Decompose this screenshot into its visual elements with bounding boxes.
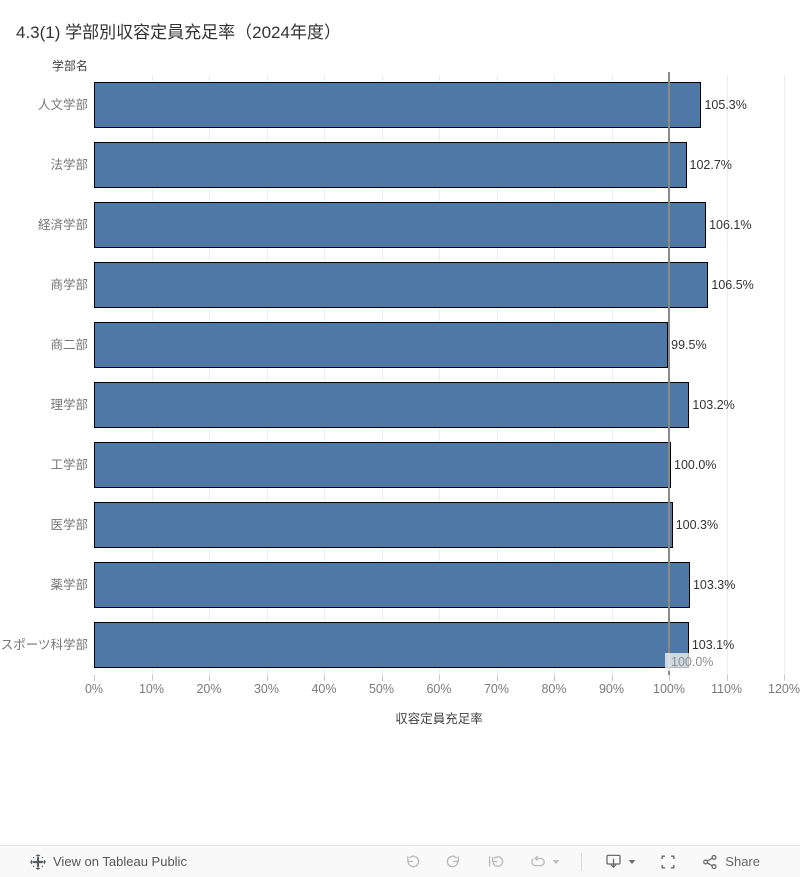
fullscreen-icon (659, 853, 677, 871)
axis-tick (611, 675, 613, 681)
axis-tick-label: 30% (253, 682, 280, 696)
gridline (611, 75, 613, 675)
redo-icon (445, 853, 463, 871)
axis-tick-label: 10% (138, 682, 165, 696)
category-label[interactable]: 商二部 (50, 338, 88, 352)
fullscreen-button[interactable] (657, 851, 679, 873)
category-label[interactable]: 医学部 (50, 518, 88, 532)
gridline (209, 75, 210, 675)
bar[interactable] (94, 142, 687, 188)
share-button[interactable]: Share (699, 851, 762, 873)
toolbar-separator (581, 852, 583, 871)
value-label: 106.5% (711, 278, 754, 292)
gridline (324, 75, 325, 675)
revert-button[interactable] (485, 851, 507, 873)
reference-line (668, 72, 670, 675)
refresh-icon (529, 853, 547, 871)
undo-icon (403, 853, 421, 871)
chart-title: 4.3(1) 学部別収容定員充足率（2024年度） (16, 23, 341, 42)
axis-tick (209, 675, 210, 681)
bar[interactable] (94, 622, 689, 668)
gridline (151, 75, 153, 675)
category-label[interactable]: 人文学部 (37, 98, 88, 112)
axis-tick (94, 675, 95, 681)
value-label: 105.3% (704, 98, 747, 112)
axis-tick (726, 675, 728, 681)
axis-tick-label: 0% (84, 682, 104, 696)
tableau-toolbar: View on Tableau Public (0, 845, 800, 877)
bar[interactable] (94, 562, 690, 608)
share-icon (701, 853, 719, 871)
refresh-caret[interactable] (551, 857, 561, 867)
axis-tick-label: 120% (768, 682, 800, 696)
undo-button[interactable] (401, 851, 423, 873)
gridline (726, 75, 728, 675)
revert-icon (487, 853, 505, 871)
redo-button[interactable] (443, 851, 465, 873)
row-header-label: 学部名 (51, 59, 88, 73)
axis-tick (151, 675, 153, 681)
category-label[interactable]: スポーツ科学部 (0, 638, 88, 652)
axis-tick (554, 675, 555, 681)
value-label: 103.1% (691, 638, 735, 652)
axis-tick-label: 110% (710, 682, 743, 696)
category-label[interactable]: 薬学部 (50, 578, 88, 592)
gridline (439, 75, 440, 675)
bar[interactable] (94, 502, 673, 548)
category-label[interactable]: 経済学部 (37, 218, 88, 232)
bar[interactable] (94, 202, 707, 248)
x-axis-title: 収容定員充足率 (395, 712, 483, 726)
gridline (266, 75, 268, 675)
refresh-button[interactable] (527, 851, 549, 873)
bar[interactable] (94, 262, 709, 308)
value-label: 103.3% (692, 578, 736, 592)
axis-tick (439, 675, 440, 681)
download-icon (604, 852, 623, 871)
axis-tick (669, 675, 670, 681)
axis-tick-label: 50% (368, 682, 395, 696)
axis-tick-label: 60% (426, 682, 452, 696)
view-on-tableau-public-label: View on Tableau Public (53, 854, 187, 869)
axis-tick-label: 70% (483, 682, 510, 696)
axis-tick (784, 675, 785, 681)
axis-tick-label: 90% (598, 682, 625, 696)
bar[interactable] (94, 442, 671, 488)
tableau-logo-icon (30, 853, 46, 870)
share-label: Share (725, 854, 760, 869)
category-label[interactable]: 理学部 (50, 398, 88, 412)
axis-tick (266, 675, 268, 681)
axis-tick (324, 675, 325, 681)
axis-tick (496, 675, 498, 681)
gridline (554, 75, 555, 675)
bar[interactable] (94, 322, 669, 368)
category-label[interactable]: 法学部 (50, 158, 88, 172)
value-label: 106.1% (709, 218, 752, 232)
reference-line-label: 100.0% (665, 653, 719, 671)
download-button[interactable] (602, 850, 625, 873)
download-caret[interactable] (627, 857, 637, 867)
bar[interactable] (94, 382, 690, 428)
value-label: 100.0% (674, 458, 717, 472)
axis-tick (381, 675, 383, 681)
plot-area: 105.3% 102.7% 106.1% 106.5% 99.5% 103.2% 100.0… (85, 72, 800, 696)
category-label[interactable]: 工学部 (50, 458, 88, 472)
value-label: 103.2% (692, 398, 735, 412)
axis-tick-label: 80% (541, 682, 567, 696)
gridline (381, 75, 383, 675)
value-label: 100.3% (675, 518, 719, 532)
axis-tick-label: 100% (653, 682, 685, 696)
gridline (496, 75, 498, 675)
view-on-tableau-public-link[interactable]: View on Tableau Public (30, 853, 187, 870)
value-label: 99.5% (671, 338, 707, 352)
bar[interactable] (94, 82, 702, 128)
gridline (784, 75, 785, 675)
axis-tick-label: 40% (311, 682, 337, 696)
axis-tick-label: 20% (196, 682, 222, 696)
value-label: 102.7% (689, 158, 732, 172)
category-label[interactable]: 商学部 (50, 278, 88, 292)
